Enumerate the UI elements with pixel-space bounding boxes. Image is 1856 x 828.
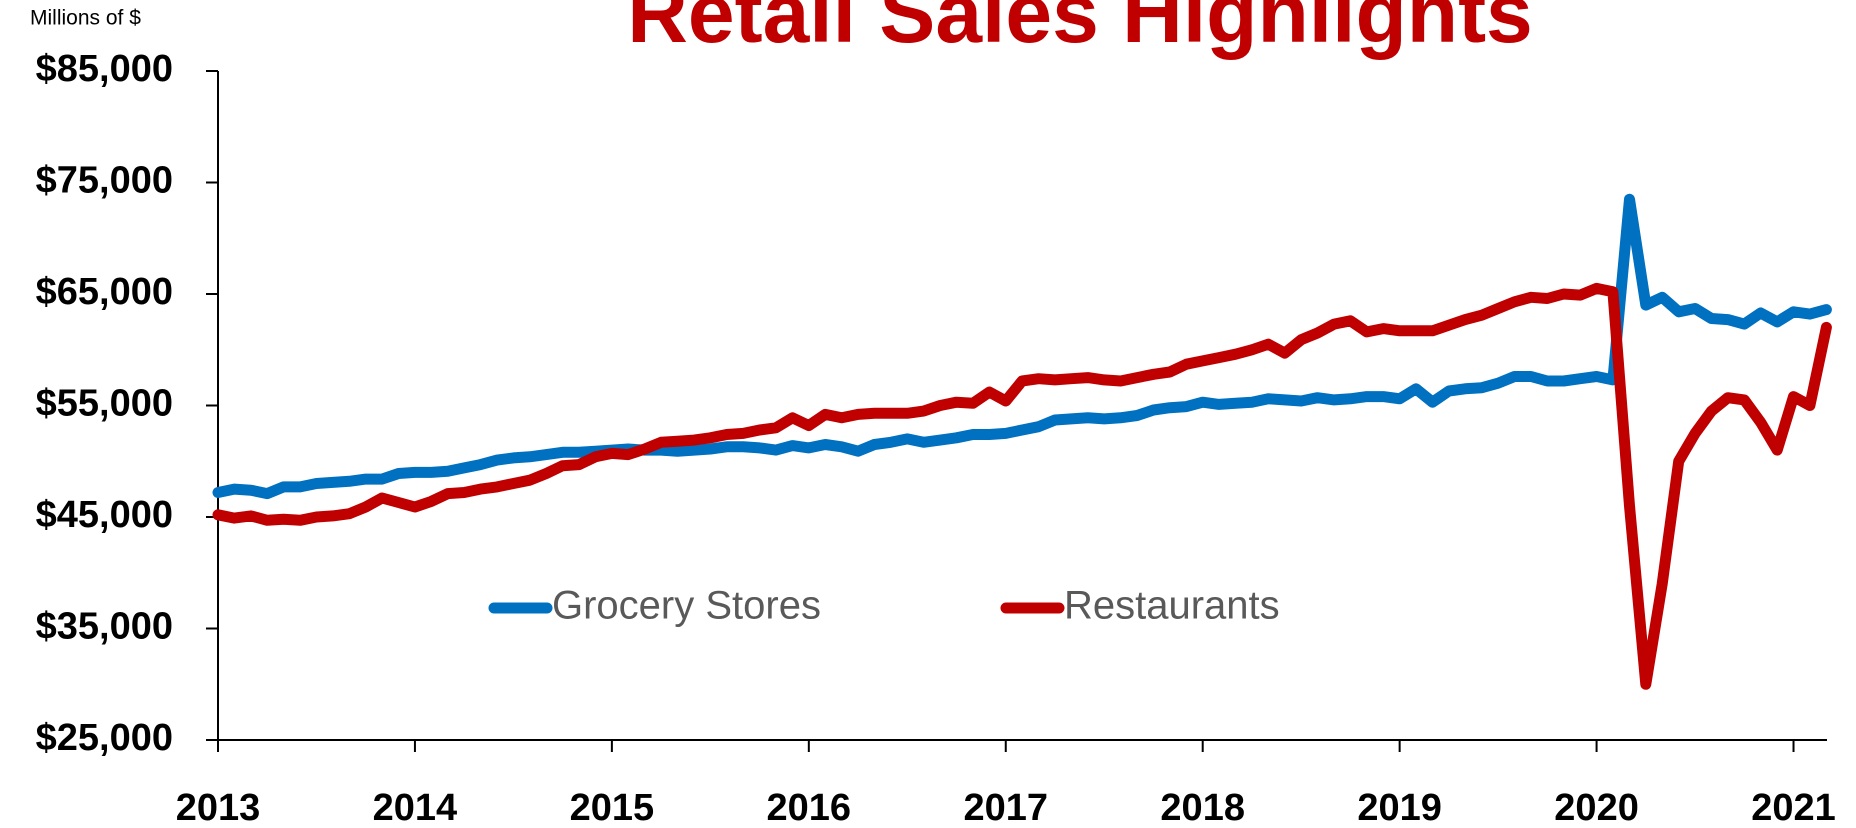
x-tick-label: 2016 xyxy=(767,787,852,828)
x-tick-label: 2013 xyxy=(176,787,261,828)
x-tick-label: 2021 xyxy=(1751,787,1836,828)
legend-label: Restaurants xyxy=(1064,584,1280,628)
x-tick-label: 2020 xyxy=(1554,787,1639,828)
y-tick-label: $55,000 xyxy=(36,383,173,425)
legend-label: Grocery Stores xyxy=(552,584,821,628)
chart-title: Retail Sales Highlights xyxy=(627,0,1533,60)
x-tick-label: 2014 xyxy=(373,787,458,828)
y-axis-label: Millions of $ xyxy=(30,7,141,30)
y-tick-label: $25,000 xyxy=(36,717,173,759)
x-tick-label: 2018 xyxy=(1160,787,1245,828)
y-tick-label: $45,000 xyxy=(36,494,173,536)
series-line xyxy=(212,282,1832,690)
y-tick-label: $35,000 xyxy=(36,606,173,648)
series-line xyxy=(212,193,1832,500)
x-tick-label: 2019 xyxy=(1357,787,1442,828)
x-tick-label: 2015 xyxy=(570,787,655,828)
y-tick-label: $75,000 xyxy=(36,160,173,202)
x-tick-label: 2017 xyxy=(963,787,1048,828)
y-tick-label: $85,000 xyxy=(36,48,173,90)
y-tick-label: $65,000 xyxy=(36,271,173,313)
